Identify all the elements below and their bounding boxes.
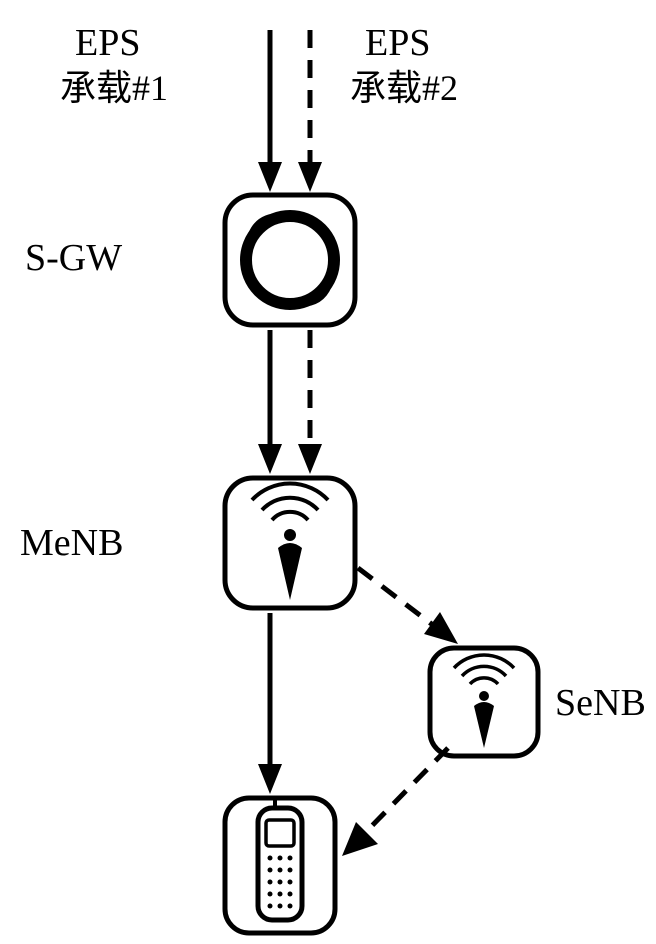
- arrowhead-senb-ue-dashed: [342, 822, 378, 856]
- bearer2-label-line1: EPS: [365, 22, 430, 64]
- bearer1-label-line1: EPS: [75, 22, 140, 64]
- arrowhead-menb-ue-solid: [258, 764, 282, 794]
- label-menb: MeNB: [20, 522, 123, 564]
- network-diagram: EPS 承载#1 EPS 承载#2 S-GW MeNB S: [0, 0, 656, 944]
- arrowhead-top-sgw-dashed: [298, 162, 322, 192]
- ring-icon: [246, 216, 334, 304]
- arrowhead-sgw-menb-dashed: [298, 444, 322, 474]
- antenna-icon-menb: [252, 483, 328, 600]
- phone-icon: [258, 798, 302, 920]
- label-sgw: S-GW: [25, 237, 122, 279]
- antenna-icon-senb: [454, 655, 514, 748]
- arrowhead-menb-senb-dashed: [424, 612, 458, 644]
- edge-menb-senb-dashed: [358, 568, 442, 632]
- arrowhead-sgw-menb-solid: [258, 444, 282, 474]
- bearer2-label-line2: 承载#2: [350, 68, 458, 108]
- bearer1-label-line2: 承载#1: [60, 68, 168, 108]
- edge-senb-ue-dashed: [358, 748, 448, 840]
- arrowhead-top-sgw-solid: [258, 162, 282, 192]
- label-senb: SeNB: [555, 682, 646, 724]
